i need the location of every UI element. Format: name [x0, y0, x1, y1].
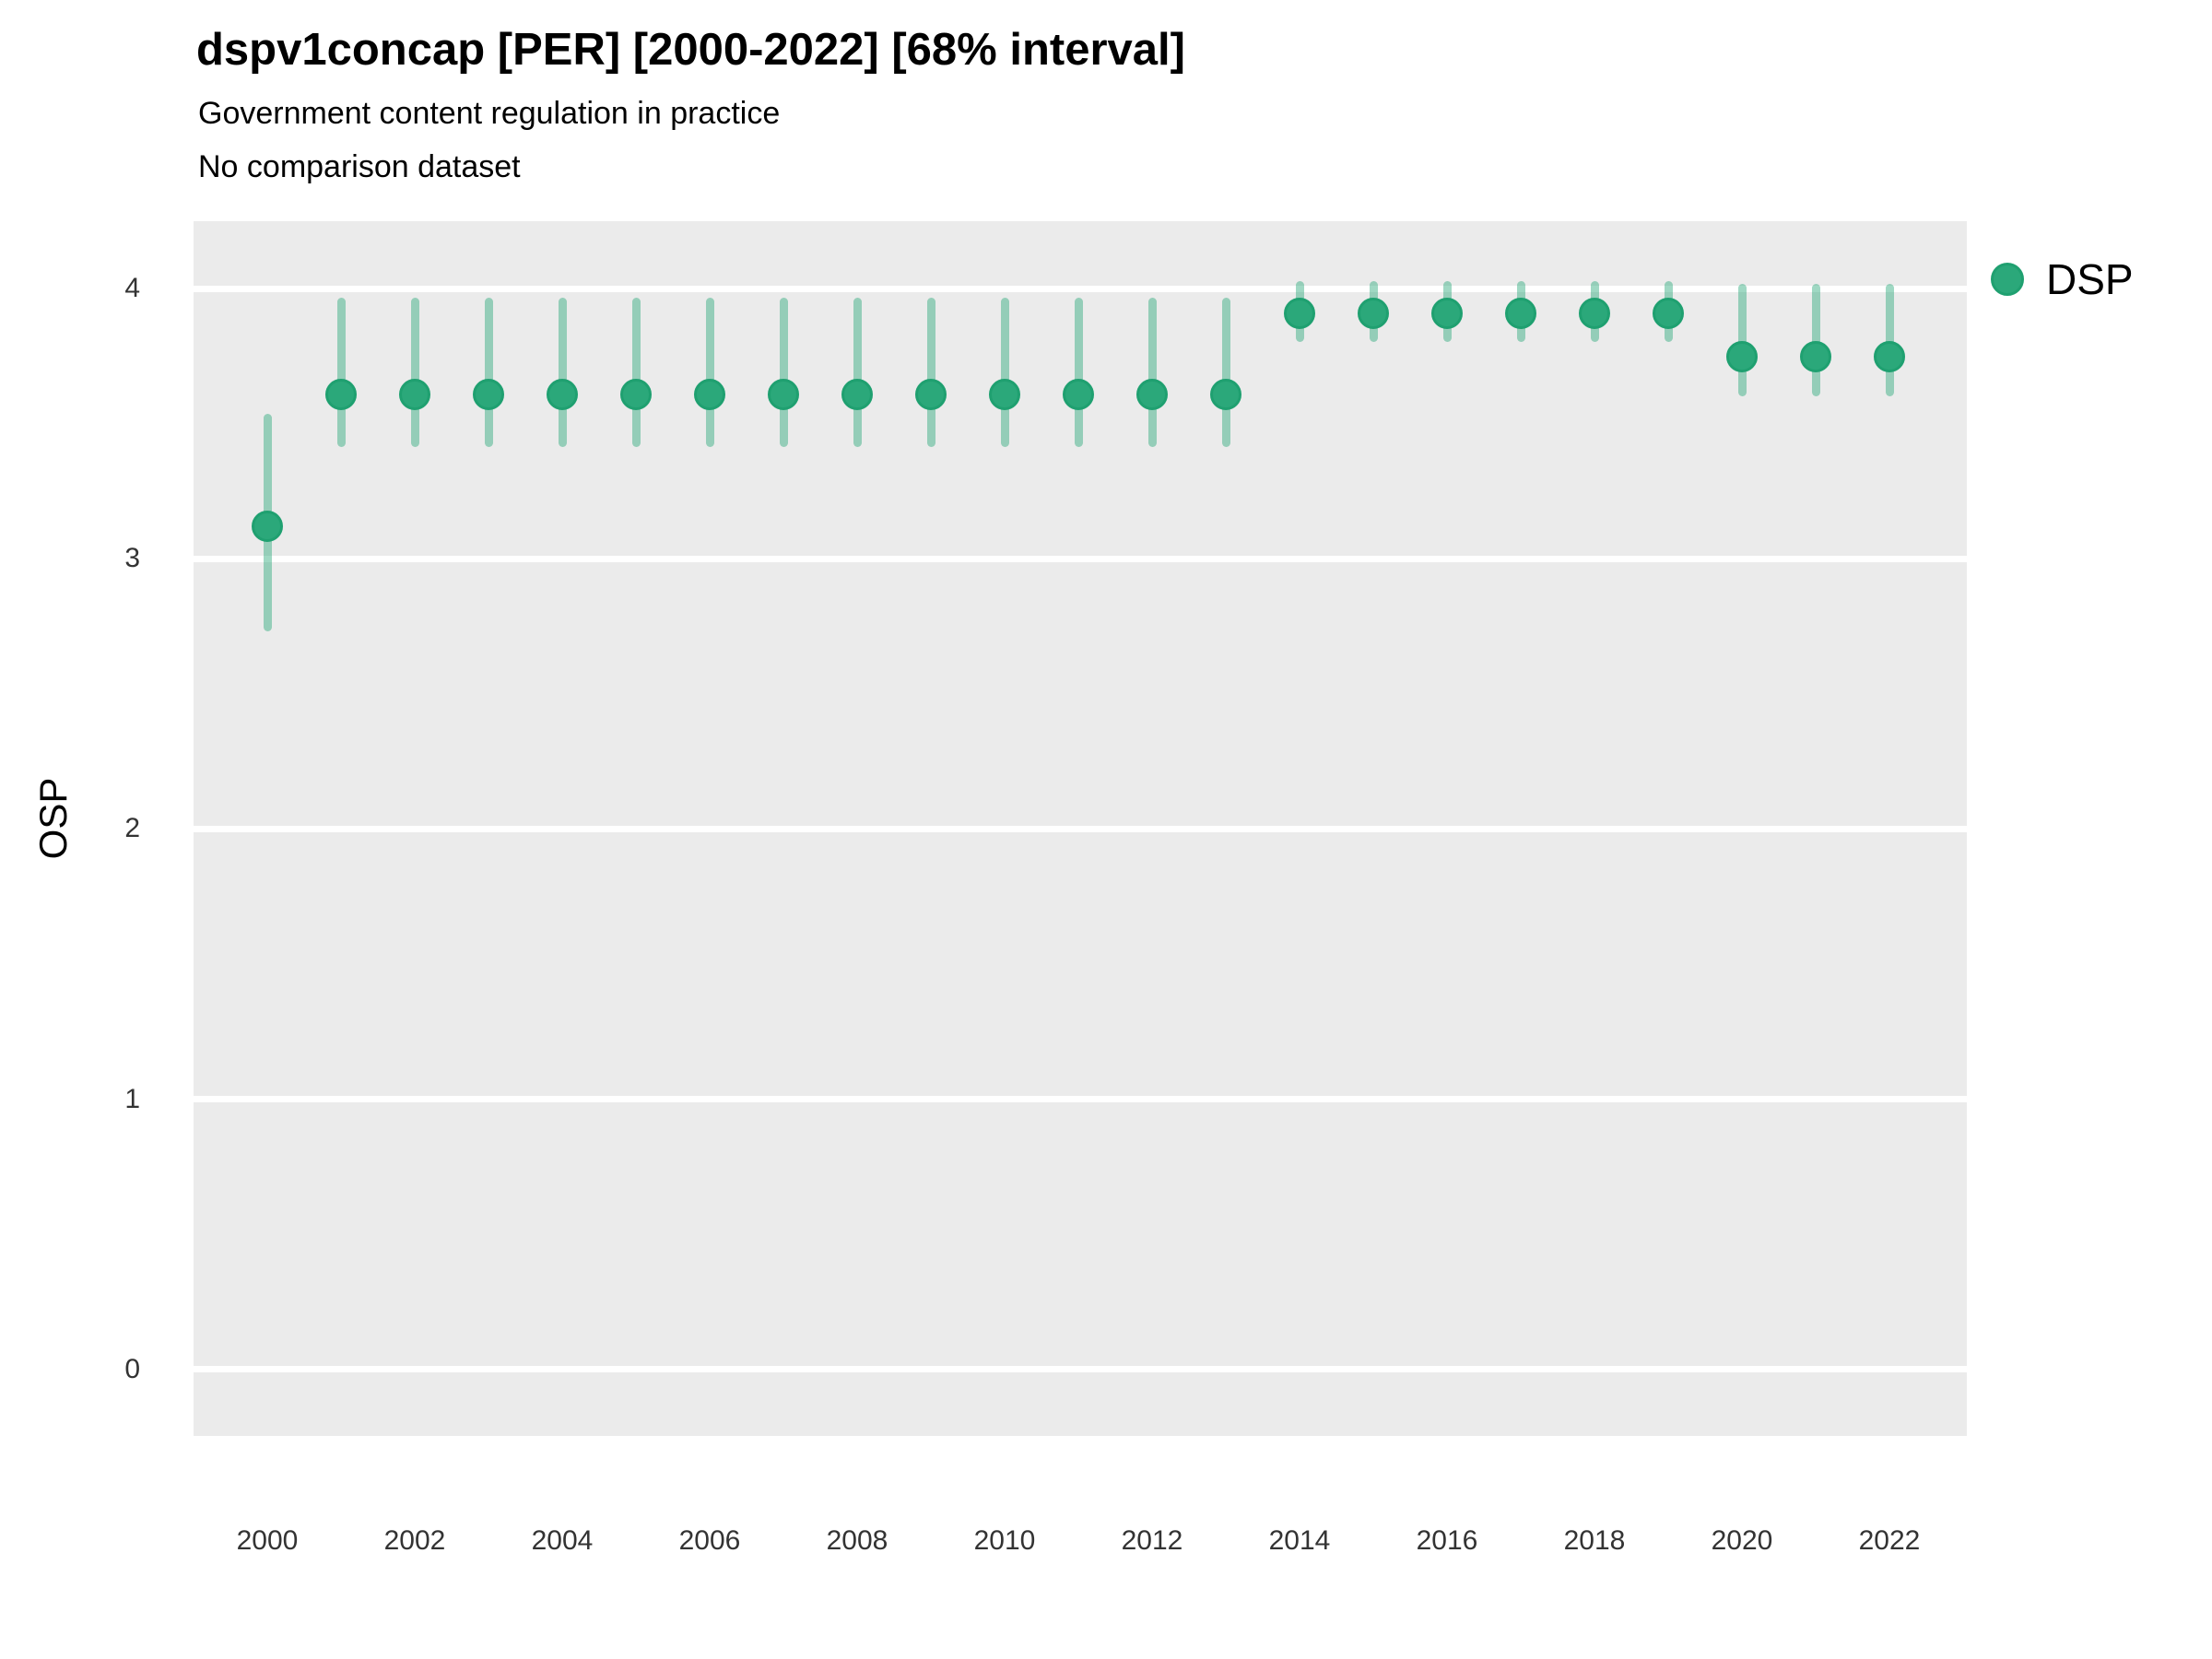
data-point-2000	[252, 511, 283, 543]
data-point-2014	[1284, 297, 1315, 329]
data-point-2015	[1358, 297, 1389, 329]
legend-label: DSP	[2046, 255, 2134, 303]
data-point-2011	[1063, 378, 1094, 410]
y-axis-title: OSP	[31, 777, 75, 860]
chart-comparison-note: No comparison dataset	[198, 149, 521, 184]
interval-bar-2005	[631, 297, 641, 448]
data-point-2004	[547, 378, 578, 410]
chart-subtitle: Government content regulation in practic…	[198, 96, 781, 131]
x-tick-label-2002: 2002	[383, 1525, 446, 1556]
interval-bar-2003	[484, 297, 493, 448]
interval-bar-2006	[705, 297, 714, 448]
x-tick-label-2016: 2016	[1416, 1525, 1478, 1556]
legend: DSP	[1991, 254, 2134, 304]
x-tick-label-2008: 2008	[826, 1525, 888, 1556]
x-tick-label-2000: 2000	[236, 1525, 299, 1556]
x-tick-label-2014: 2014	[1268, 1525, 1331, 1556]
x-tick-label-2012: 2012	[1121, 1525, 1183, 1556]
gridline-y-3	[194, 555, 1967, 562]
y-tick-label-1: 1	[124, 1083, 140, 1114]
interval-bar-2007	[779, 297, 788, 448]
data-point-2001	[325, 378, 357, 410]
x-tick-label-2020: 2020	[1711, 1525, 1773, 1556]
plot-panel	[194, 221, 1967, 1436]
data-point-2022	[1874, 340, 1905, 372]
x-tick-label-2022: 2022	[1858, 1525, 1921, 1556]
interval-bar-2002	[410, 297, 419, 448]
interval-bar-2010	[1000, 297, 1009, 448]
x-tick-label-2006: 2006	[678, 1525, 741, 1556]
data-point-2019	[1653, 297, 1684, 329]
legend-circle-icon	[1991, 263, 2024, 296]
data-point-2007	[768, 378, 799, 410]
data-point-2013	[1210, 378, 1241, 410]
x-tick-label-2004: 2004	[531, 1525, 594, 1556]
data-point-2005	[620, 378, 652, 410]
interval-bar-2004	[558, 297, 567, 448]
x-tick-label-2018: 2018	[1563, 1525, 1626, 1556]
data-point-2012	[1136, 378, 1168, 410]
interval-bar-2012	[1147, 297, 1157, 448]
data-point-2003	[473, 378, 504, 410]
data-point-2021	[1800, 340, 1831, 372]
interval-bar-2013	[1221, 297, 1230, 448]
y-tick-label-2: 2	[124, 813, 140, 844]
data-point-2008	[841, 378, 873, 410]
data-point-2020	[1726, 340, 1758, 372]
data-point-2010	[989, 378, 1020, 410]
data-point-2018	[1579, 297, 1610, 329]
data-point-2006	[694, 378, 725, 410]
interval-bar-2011	[1074, 297, 1083, 448]
data-point-2016	[1431, 297, 1463, 329]
interval-bar-2020	[1737, 284, 1747, 396]
interval-bar-2009	[926, 297, 935, 448]
gridline-y-1	[194, 1096, 1967, 1102]
gridline-y-0	[194, 1366, 1967, 1373]
gridline-y-2	[194, 825, 1967, 832]
y-tick-label-0: 0	[124, 1353, 140, 1384]
interval-bar-2001	[336, 297, 346, 448]
data-point-2002	[399, 378, 430, 410]
chart-title: dspv1concap [PER] [2000-2022] [68% inter…	[196, 25, 1185, 75]
gridline-y-4	[194, 285, 1967, 292]
interval-bar-2008	[853, 297, 862, 448]
y-tick-label-3: 3	[124, 543, 140, 574]
interval-bar-2022	[1885, 284, 1894, 396]
y-tick-label-4: 4	[124, 273, 140, 304]
interval-bar-2021	[1811, 284, 1820, 396]
data-point-2009	[915, 378, 947, 410]
data-point-2017	[1505, 297, 1536, 329]
x-tick-label-2010: 2010	[973, 1525, 1036, 1556]
